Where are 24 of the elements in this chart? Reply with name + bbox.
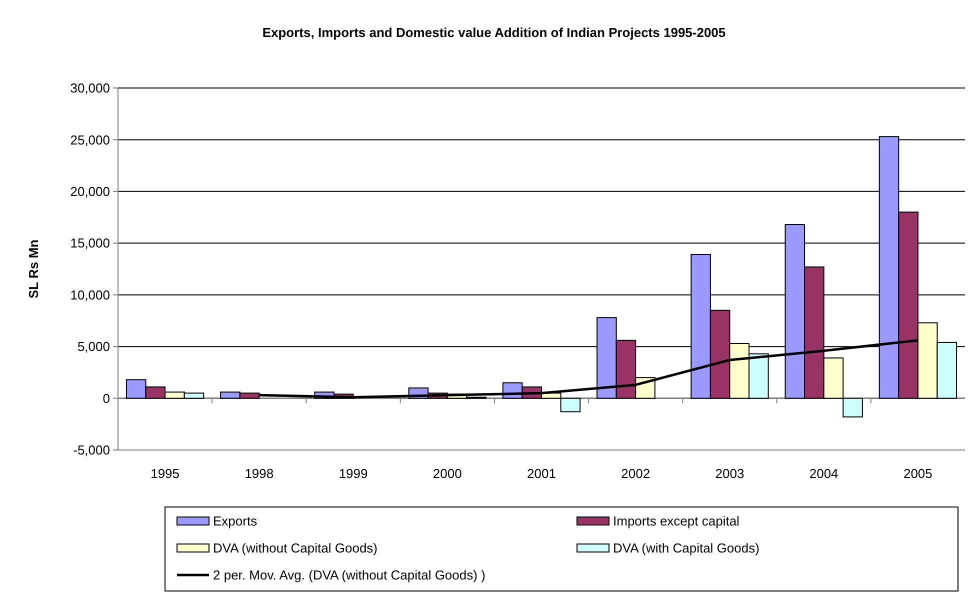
y-tick-label: 25,000 [70, 132, 110, 148]
y-axis-title: SL Rs Mn [26, 239, 41, 298]
y-tick-label: 5,000 [77, 339, 110, 354]
x-tick-label: 2003 [715, 466, 744, 481]
legend-label: 2 per. Mov. Avg. (DVA (without Capital Goods) ) [213, 568, 486, 583]
y-tick-label: 0 [102, 390, 110, 406]
y-tick-label: 10,000 [70, 287, 110, 302]
y-tick-label: 30,000 [70, 80, 110, 96]
chart-title: Exports, Imports and Domestic value Addition of Indian Projects 1995-2005 [262, 25, 726, 40]
x-tick-label: 2002 [621, 466, 650, 481]
legend-label: Imports except capital [613, 514, 740, 529]
x-tick-label: 1999 [338, 466, 368, 481]
x-tick-label: 2001 [527, 466, 556, 481]
y-tick-label: 20,000 [70, 184, 110, 199]
legend-label: Exports [213, 514, 258, 529]
x-tick-label: 2005 [903, 466, 932, 481]
legend-label: DVA (without Capital Goods) [213, 540, 378, 556]
x-tick-label: 1995 [150, 466, 180, 481]
legend-label: DVA (with Capital Goods) [613, 540, 760, 556]
x-tick-label: 1998 [244, 466, 274, 481]
y-tick-label: 15,000 [70, 236, 110, 251]
x-tick-label: 2000 [432, 466, 462, 481]
y-tick-label: -5,000 [73, 442, 110, 458]
x-tick-label: 2004 [809, 466, 838, 481]
